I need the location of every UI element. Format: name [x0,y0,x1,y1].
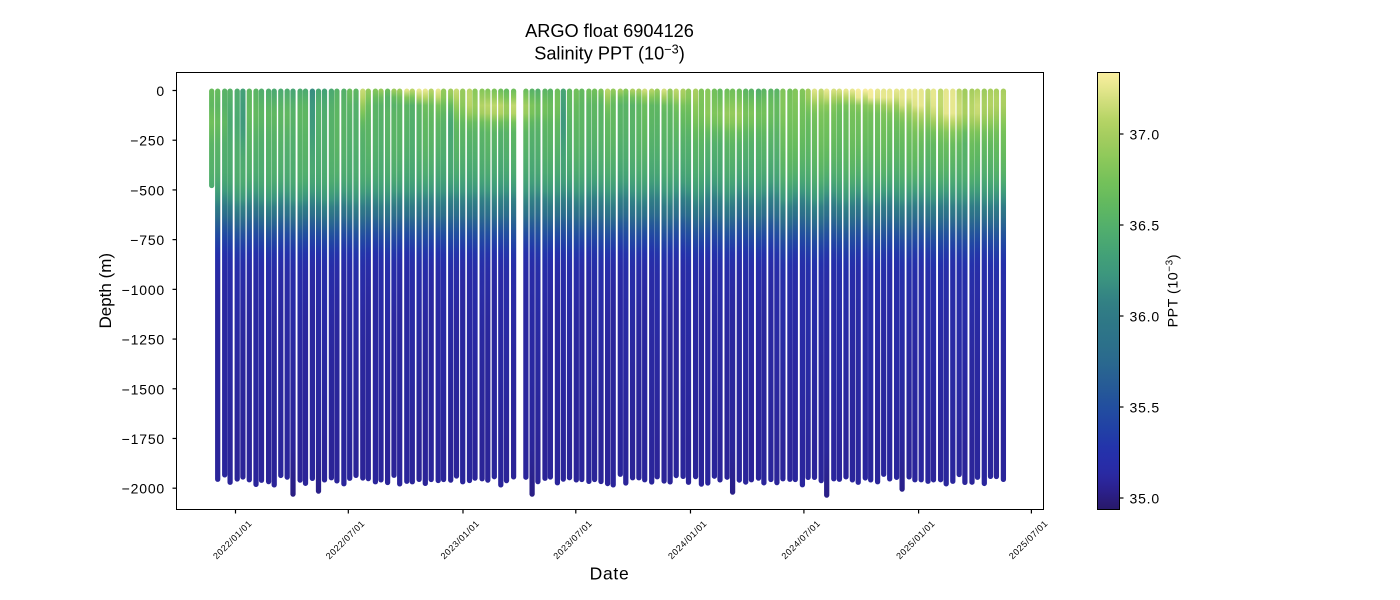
svg-text:ARGO float 6904126: ARGO float 6904126 [525,21,694,41]
svg-text:−1000: −1000 [122,282,165,298]
svg-text:36.0: 36.0 [1130,309,1160,325]
svg-text:Depth (m): Depth (m) [96,253,115,329]
svg-text:−250: −250 [130,133,165,149]
svg-text:Date: Date [590,564,630,584]
svg-text:0: 0 [156,83,165,99]
svg-text:−2000: −2000 [122,481,165,497]
svg-text:35.0: 35.0 [1130,491,1160,507]
svg-text:35.5: 35.5 [1130,400,1160,416]
svg-text:−1750: −1750 [122,431,165,447]
svg-text:−500: −500 [130,182,165,198]
svg-text:−750: −750 [130,232,165,248]
svg-text:37.0: 37.0 [1130,127,1160,143]
svg-text:−1250: −1250 [122,332,165,348]
svg-text:Salinity PPT (10−3): Salinity PPT (10−3) [534,43,685,64]
svg-text:PPT (10−3): PPT (10−3) [1165,254,1182,327]
svg-text:−1500: −1500 [122,381,165,397]
svg-text:36.5: 36.5 [1130,218,1160,234]
